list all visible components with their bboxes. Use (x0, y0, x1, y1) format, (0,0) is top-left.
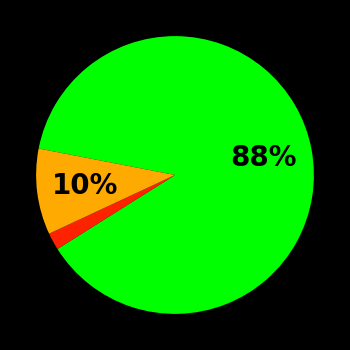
Wedge shape (36, 148, 175, 234)
Wedge shape (49, 175, 175, 249)
Text: 88%: 88% (231, 145, 297, 173)
Wedge shape (38, 36, 314, 314)
Text: 10%: 10% (52, 172, 119, 200)
